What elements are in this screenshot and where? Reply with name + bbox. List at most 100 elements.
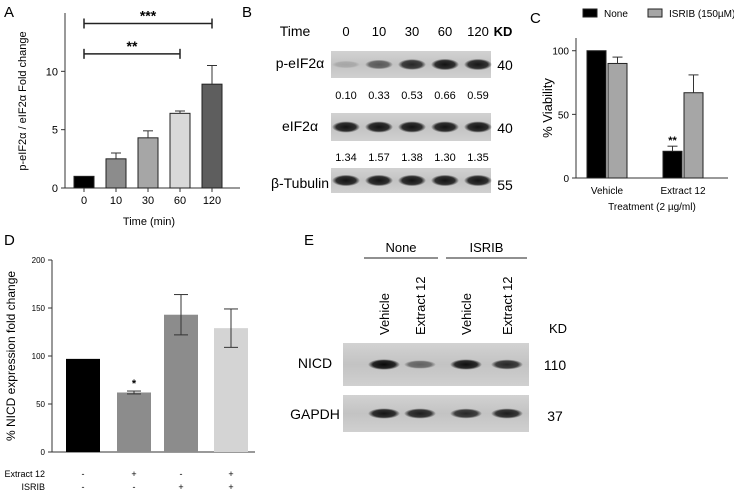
ratio-value: 0.53	[401, 90, 422, 102]
significance-stars: *	[132, 378, 137, 390]
group-headers-e: None ISRIB	[364, 240, 527, 259]
y-ticks-c: 0 50 100	[552, 47, 576, 185]
bar-a	[105, 158, 127, 189]
band	[450, 408, 482, 419]
kd-value: 40	[497, 57, 513, 73]
x-axis-title-c: Treatment (2 µg/ml)	[608, 202, 696, 213]
panel-label-a: A	[4, 4, 14, 21]
x-tick-label: 10	[110, 195, 122, 207]
band	[464, 174, 492, 187]
legend-label: None	[604, 9, 628, 20]
blot-row-label: GAPDH	[290, 406, 340, 422]
ratio-value: 0.66	[434, 90, 455, 102]
treatment-sign: -	[133, 482, 136, 492]
bar-a	[73, 175, 95, 189]
panel-c: C None ISRIB (150µM) 0 50 100 ** Vehicle Ext…	[530, 8, 734, 213]
bar-a	[137, 137, 159, 189]
bar-a	[169, 112, 191, 189]
x-tick-label: 60	[174, 195, 186, 207]
blot-row-label: β-Tubulin	[271, 175, 329, 191]
panel-e: E None ISRIB Vehicle Extract 12 Vehicle Extr…	[290, 232, 567, 432]
y-tick-label: 200	[32, 256, 46, 265]
treatment-label: Extract 12	[4, 469, 45, 479]
ratio-value: 1.30	[434, 152, 455, 164]
panel-d: D 0 50 100 150 200 * Extract 12 - + - + ISRIB - - + +…	[4, 232, 255, 492]
treatment-sign: -	[82, 469, 85, 479]
time-label: 10	[372, 24, 386, 39]
treatment-sign: +	[228, 469, 233, 479]
band	[404, 408, 436, 419]
time-label: 30	[405, 24, 419, 39]
ratio-value: 1.57	[368, 152, 389, 164]
significance-stars: **	[127, 38, 138, 54]
band	[450, 359, 482, 370]
kd-header-e: KD	[549, 321, 567, 336]
x-tick-label: 0	[81, 195, 87, 207]
y-tick-label: 100	[552, 47, 569, 58]
legend-c: None ISRIB (150µM)	[582, 8, 734, 20]
bar-c	[607, 62, 628, 179]
significance-stars: ***	[140, 8, 157, 24]
y-tick-label: 0	[563, 174, 569, 185]
panel-a: A 0 5 10 0 10 30 60 120 ***** Time (min) p-eIF…	[4, 4, 240, 228]
x-tick-label: Extract 12	[660, 186, 705, 197]
bars-c: **	[586, 50, 704, 179]
bar-d	[214, 328, 248, 452]
bar-c	[683, 92, 704, 179]
x-axis-title-a: Time (min)	[123, 216, 175, 228]
band	[431, 174, 459, 187]
kd-value: 40	[497, 120, 513, 136]
time-labels-b: 0 10 30 60 120	[342, 24, 488, 39]
ratio-value: 1.34	[335, 152, 356, 164]
x-tick-label: 120	[203, 195, 221, 207]
y-tick-label: 5	[52, 125, 58, 137]
lane-label: Extract 12	[500, 276, 515, 335]
band	[332, 174, 360, 187]
ratio-values-b: 0.10 0.33 0.53 0.66 0.59 1.34 1.57 1.38 1.30 1.35	[335, 90, 488, 164]
treatment-sign: +	[228, 482, 233, 492]
bar-d	[164, 314, 198, 452]
band	[365, 121, 393, 133]
kd-header-b: KD	[494, 24, 513, 39]
bar-d	[66, 358, 100, 452]
legend-swatch	[647, 8, 663, 18]
bar-d	[117, 392, 151, 452]
significance-stars: **	[668, 135, 677, 147]
legend-swatch	[582, 8, 598, 18]
ratio-value: 1.38	[401, 152, 422, 164]
band	[464, 121, 492, 133]
bar-a	[201, 83, 223, 189]
time-label: 60	[438, 24, 452, 39]
ratio-value: 0.59	[467, 90, 488, 102]
lane-label: Extract 12	[413, 276, 428, 335]
y-tick-label: 0	[41, 448, 46, 457]
y-tick-label: 50	[558, 110, 570, 121]
y-tick-label: 100	[32, 352, 46, 361]
band	[464, 58, 492, 71]
treatment-sign: -	[82, 482, 85, 492]
band	[368, 359, 400, 370]
group-label: None	[385, 240, 416, 255]
ratio-value: 0.10	[335, 90, 356, 102]
blot-row-label: NICD	[298, 355, 332, 371]
lane-label: Vehicle	[377, 293, 392, 335]
kd-value: 55	[497, 177, 513, 193]
y-tick-label: 50	[36, 400, 45, 409]
treatment-label: ISRIB	[21, 482, 45, 492]
panel-b: B Time KD 0 10 30 60 120 p-eIF2α 40 eIF2α 40 β-T…	[242, 4, 513, 193]
treatment-sign: -	[180, 469, 183, 479]
y-tick-label: 150	[32, 304, 46, 313]
time-label: 120	[467, 24, 489, 39]
bars-a: 0 10 30 60 120	[73, 65, 223, 207]
kd-value: 37	[547, 408, 563, 424]
band	[365, 174, 393, 187]
y-axis-title-c: % Viability	[540, 78, 555, 138]
band	[332, 121, 360, 133]
bars-d: *	[66, 294, 248, 452]
x-categories-c: Vehicle Extract 12	[591, 186, 706, 197]
panel-label-d: D	[4, 232, 15, 249]
y-ticks-d: 0 50 100 150 200	[32, 256, 52, 457]
blot-rows-e: NICD 110 GAPDH 37	[290, 343, 566, 432]
panel-label-b: B	[242, 4, 252, 21]
